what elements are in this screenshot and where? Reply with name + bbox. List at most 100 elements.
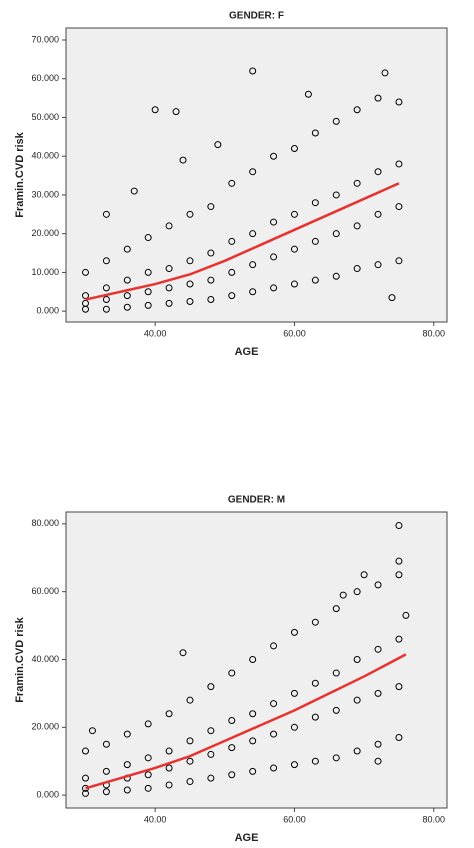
point (311, 199, 319, 207)
point (290, 144, 298, 152)
point (249, 710, 257, 718)
y-tick-label: 20.000 (31, 722, 59, 732)
chart-title: GENDER: F (229, 11, 284, 22)
point (82, 299, 90, 307)
point (102, 788, 110, 796)
y-tick-label: 30.000 (31, 189, 59, 199)
point (332, 272, 340, 280)
point (311, 679, 319, 687)
point (332, 191, 340, 199)
point (374, 210, 382, 218)
point (186, 778, 194, 786)
point (207, 203, 215, 211)
point (332, 754, 340, 762)
point (186, 757, 194, 765)
point (332, 706, 340, 714)
x-tick-label: 80.00 (423, 328, 446, 338)
point (249, 655, 257, 663)
point (270, 730, 278, 738)
point (144, 234, 152, 242)
y-tick-label: 40.000 (31, 654, 59, 664)
point (290, 280, 298, 288)
point (290, 723, 298, 731)
point (186, 297, 194, 305)
point (123, 245, 131, 253)
y-tick-label: 40.000 (31, 151, 59, 161)
point (395, 160, 403, 168)
point (207, 774, 215, 782)
point (102, 305, 110, 313)
point (228, 237, 236, 245)
y-tick-label: 70.000 (31, 34, 59, 44)
fit-line (85, 653, 407, 790)
point (179, 156, 187, 164)
point (165, 781, 173, 789)
point (395, 733, 403, 741)
y-tick-label: 60.000 (31, 73, 59, 83)
point (228, 292, 236, 300)
point (82, 774, 90, 782)
point (130, 187, 138, 195)
x-tick-label: 60.00 (283, 328, 306, 338)
point (270, 642, 278, 650)
point (228, 771, 236, 779)
point (270, 284, 278, 292)
point (374, 645, 382, 653)
point (374, 689, 382, 697)
point (311, 129, 319, 137)
point (395, 557, 403, 565)
point (339, 591, 347, 599)
x-tick-label: 60.00 (283, 814, 306, 824)
point (165, 764, 173, 772)
point (228, 268, 236, 276)
point (332, 117, 340, 125)
point (165, 222, 173, 230)
y-tick-label: 0.000 (36, 789, 59, 799)
point (144, 754, 152, 762)
point (186, 280, 194, 288)
point (179, 649, 187, 657)
y-tick-label: 50.000 (31, 112, 59, 122)
point (172, 108, 180, 116)
y-tick-label: 80.000 (31, 518, 59, 528)
y-axis-label: Framin.CVD risk (14, 131, 26, 217)
point (270, 764, 278, 772)
point (228, 744, 236, 752)
point (102, 257, 110, 265)
point (381, 69, 389, 77)
point (290, 210, 298, 218)
point (353, 747, 361, 755)
point (186, 210, 194, 218)
point (82, 747, 90, 755)
point (402, 611, 410, 619)
point (353, 655, 361, 663)
point (353, 179, 361, 187)
x-tick-label: 80.00 (423, 814, 446, 824)
point (332, 669, 340, 677)
point (395, 635, 403, 643)
point (228, 179, 236, 187)
point (353, 265, 361, 273)
chart-title: GENDER: M (228, 495, 285, 506)
point (144, 288, 152, 296)
point (144, 784, 152, 792)
point (395, 571, 403, 579)
point (82, 789, 90, 797)
plot-marks (82, 522, 410, 797)
point (395, 98, 403, 106)
point (186, 737, 194, 745)
point (249, 168, 257, 176)
point (228, 717, 236, 725)
point (374, 740, 382, 748)
point (332, 605, 340, 613)
x-axis-label: AGE (235, 346, 259, 358)
point (207, 249, 215, 257)
point (249, 288, 257, 296)
point (88, 727, 96, 735)
point (360, 571, 368, 579)
plot-marks (82, 67, 403, 313)
x-axis-label: AGE (235, 832, 259, 844)
point (290, 628, 298, 636)
point (353, 222, 361, 230)
